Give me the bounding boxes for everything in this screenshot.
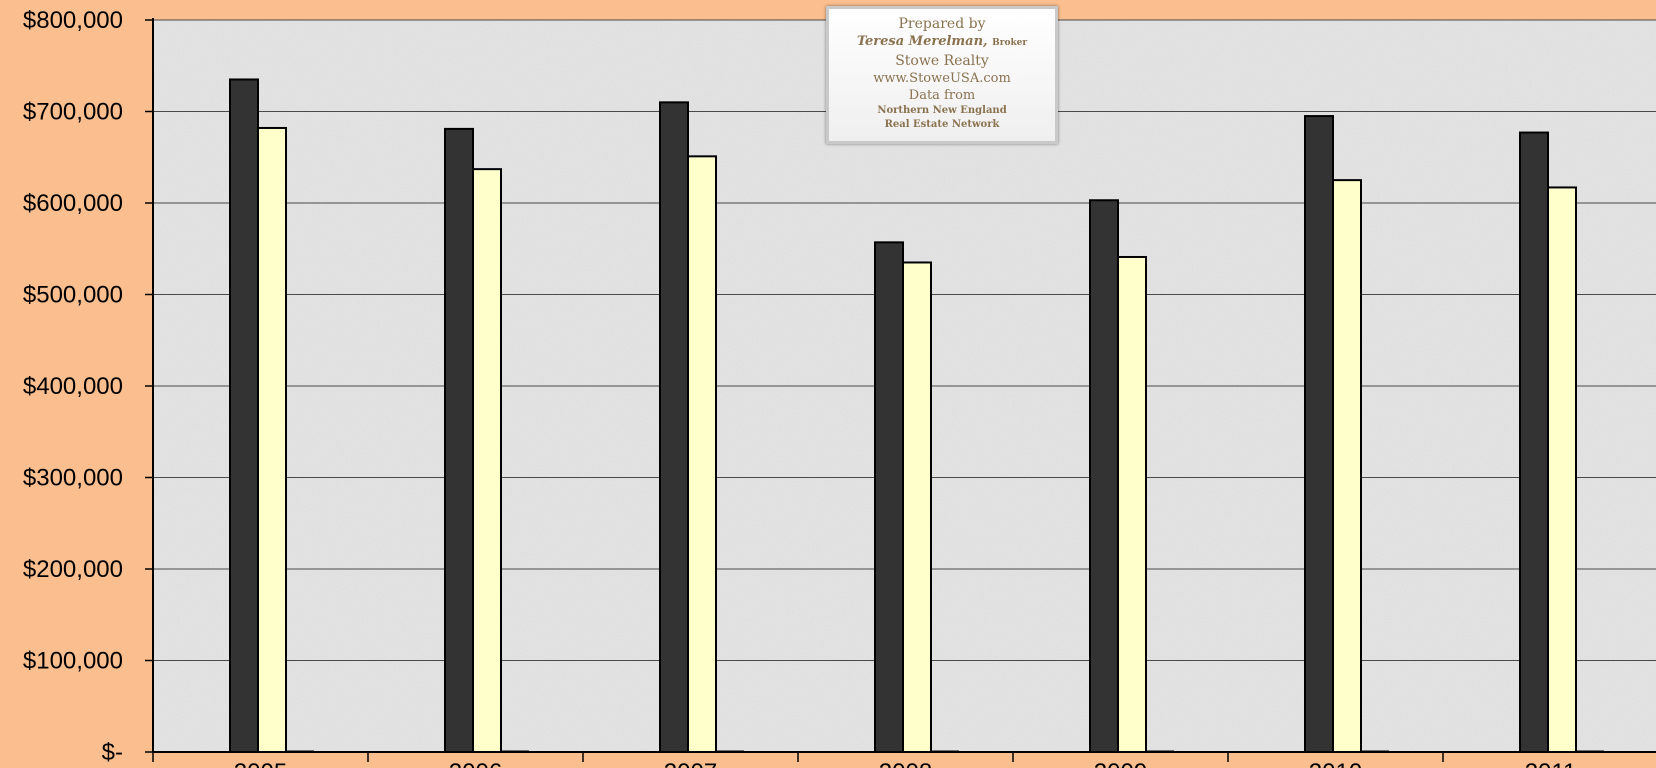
credit-source-line-1: Northern New England bbox=[877, 105, 1007, 116]
x-tick-label-2005: 2005 bbox=[234, 759, 287, 768]
bar-series-1-2009 bbox=[1089, 199, 1119, 753]
credit-name-line: Teresa Merelman, Broker bbox=[829, 33, 1055, 52]
y-tick-label: $200,000 bbox=[23, 556, 123, 583]
bar-series-1-2011 bbox=[1519, 131, 1549, 754]
credit-data-from: Data from bbox=[908, 88, 976, 103]
y-tick-label: $600,000 bbox=[23, 190, 123, 217]
bars bbox=[229, 78, 1604, 754]
y-tick-label: $400,000 bbox=[23, 373, 123, 400]
y-tick-label: $300,000 bbox=[23, 465, 123, 492]
x-tick-label-2008: 2008 bbox=[879, 759, 932, 768]
y-tick-label: $- bbox=[102, 739, 123, 766]
x-tick-labels: 2005 2006 2007 2008 2009 2010 2011 bbox=[152, 752, 1577, 768]
bar-series-1-2008 bbox=[874, 241, 904, 753]
x-tick-label-2009: 2009 bbox=[1094, 759, 1147, 768]
bar-series-2-2008 bbox=[902, 261, 932, 753]
credit-company: Stowe Realty bbox=[895, 53, 989, 69]
credit-box: Prepared by Teresa Merelman, Broker Stow… bbox=[826, 6, 1058, 144]
credit-name: Teresa Merelman, bbox=[856, 34, 988, 49]
bar-series-2-2009 bbox=[1117, 255, 1147, 753]
bar-series-1-2006 bbox=[444, 127, 474, 753]
y-tick-label: $800,000 bbox=[23, 7, 123, 34]
y-tick-labels: $- $100,000 $200,000 $300,000 $400,000 $500,0… bbox=[23, 7, 123, 766]
bar-series-1-2010 bbox=[1304, 115, 1334, 753]
x-tick-label-2010: 2010 bbox=[1309, 759, 1362, 768]
x-tick-label-2007: 2007 bbox=[664, 759, 717, 768]
credit-prepared-by: Prepared by bbox=[898, 16, 986, 32]
bar-series-2-2006 bbox=[472, 168, 502, 753]
y-tick-label: $500,000 bbox=[23, 282, 123, 309]
credit-source-line-2: Real Estate Network bbox=[884, 119, 1000, 130]
credit-title: Broker bbox=[992, 38, 1028, 48]
bar-series-2-2005 bbox=[257, 126, 287, 754]
credit-website: www.StoweUSA.com bbox=[873, 71, 1011, 86]
bar-series-1-2005 bbox=[229, 78, 259, 754]
bar-series-1-2007 bbox=[659, 101, 689, 754]
bar-series-2-2011 bbox=[1547, 186, 1577, 753]
y-tick-label: $700,000 bbox=[23, 99, 123, 126]
bar-series-2-2010 bbox=[1332, 179, 1362, 753]
y-tick-label: $100,000 bbox=[23, 648, 123, 675]
bar-series-2-2007 bbox=[687, 155, 717, 753]
axes bbox=[152, 18, 1656, 753]
x-tick-label-2006: 2006 bbox=[449, 759, 502, 768]
x-tick-label-2011: 2011 bbox=[1525, 759, 1577, 768]
